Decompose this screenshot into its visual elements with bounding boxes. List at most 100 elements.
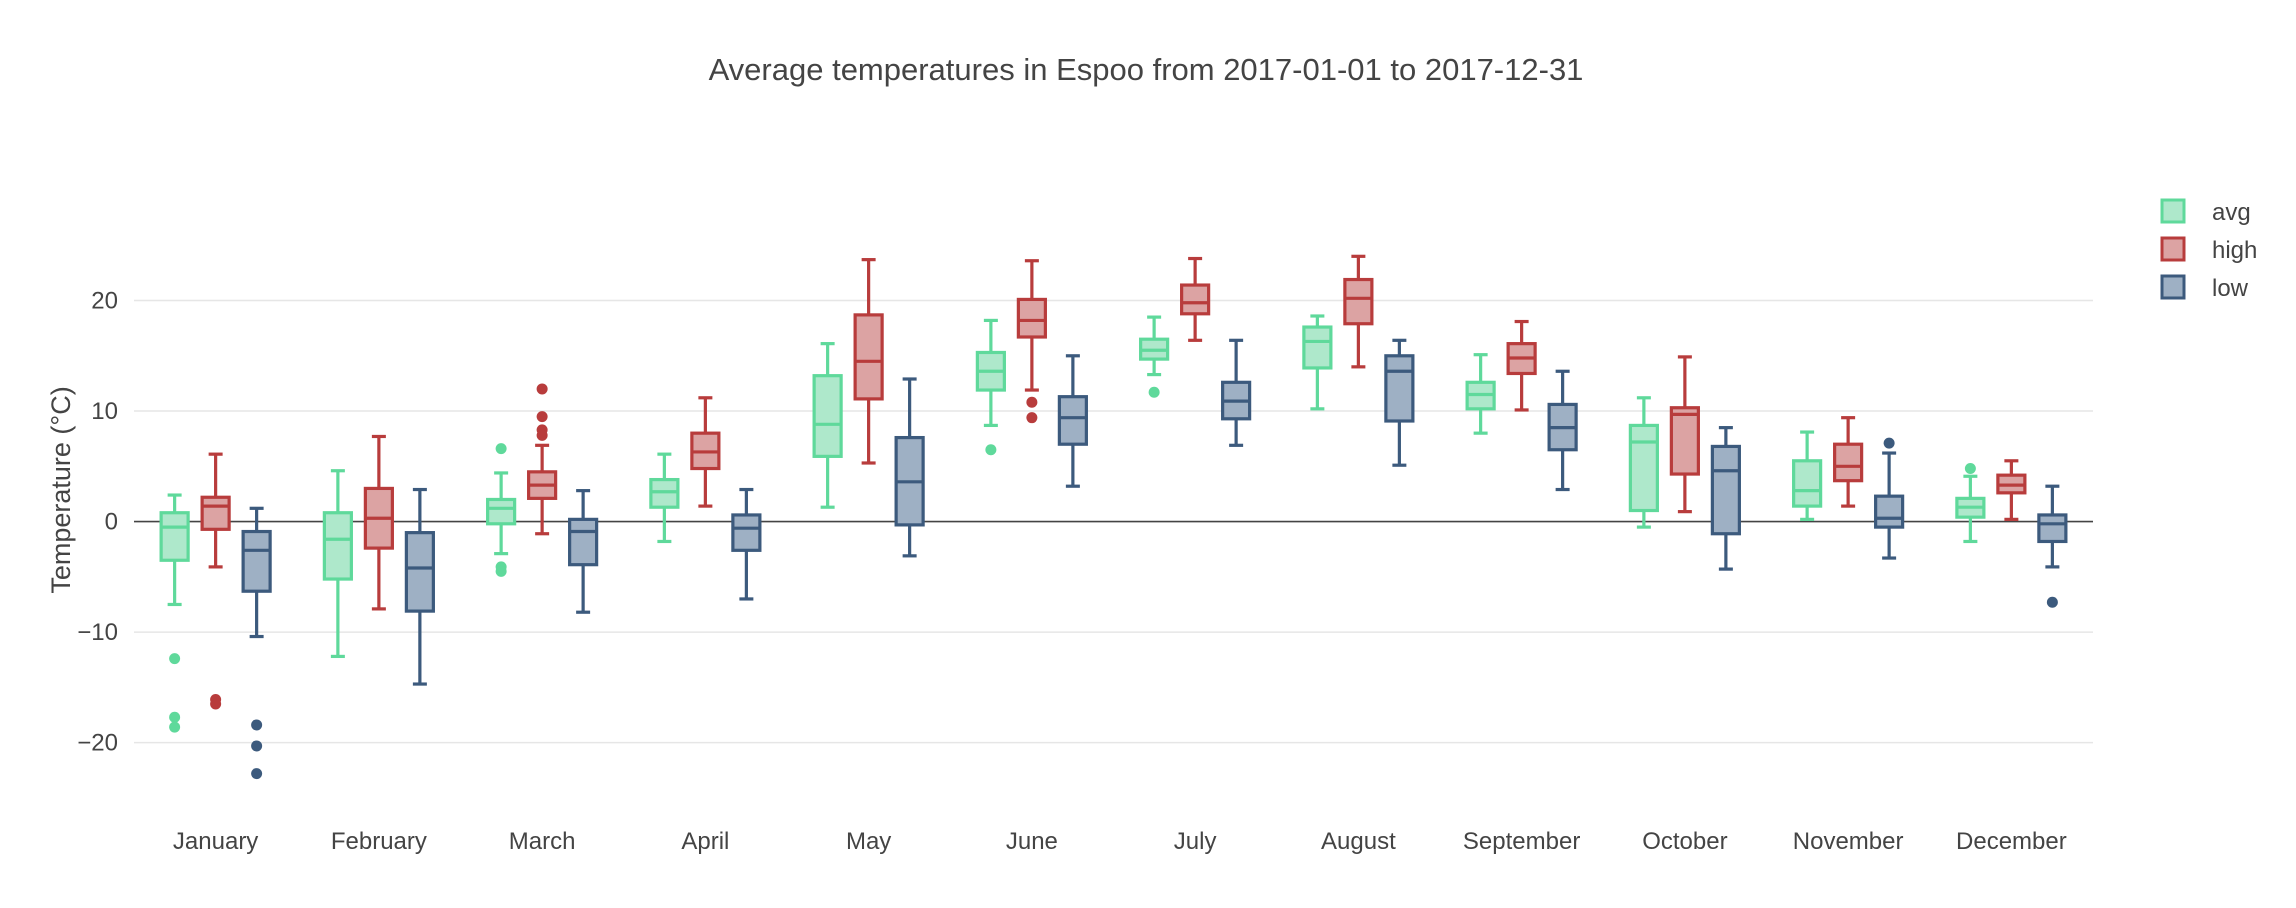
box-avg-september (1465, 353, 1496, 435)
legend: avg high low (2160, 198, 2257, 302)
box-avg-april (649, 452, 680, 544)
box-avg-february (322, 469, 353, 659)
box-low-april (731, 487, 762, 601)
grid-lines (134, 299, 2093, 744)
y-tick-label: −20 (77, 730, 118, 757)
box-low-january (241, 506, 272, 780)
outlier-point (1026, 396, 1038, 408)
outlier-point (495, 565, 507, 577)
box-iqr (1302, 325, 1333, 370)
box-avg-may (812, 342, 843, 509)
outlier-point (495, 443, 507, 455)
box-high-september (1506, 319, 1537, 412)
box-low-december (2037, 484, 2068, 608)
y-tick-label: 20 (91, 288, 118, 315)
outlier-point (210, 698, 222, 710)
box-high-april (690, 396, 721, 508)
box-iqr (1669, 406, 1700, 476)
box-high-march (527, 383, 558, 536)
x-tick-label: May (846, 828, 891, 855)
box-iqr (1016, 297, 1047, 339)
box-iqr (1384, 354, 1415, 423)
box-iqr (1057, 395, 1088, 446)
outlier-point (169, 711, 181, 723)
box-high-november (1833, 416, 1864, 508)
box-iqr (2037, 513, 2068, 544)
box-groups (159, 254, 2068, 780)
box-avg-june (975, 318, 1006, 456)
box-avg-october (1628, 396, 1659, 529)
legend-label: low (2212, 275, 2249, 302)
box-high-august (1343, 254, 1374, 369)
box-high-may (853, 258, 884, 465)
box-iqr (1180, 283, 1211, 316)
x-tick-label: October (1642, 828, 1727, 855)
x-tick-label: November (1793, 828, 1904, 855)
box-low-september (1547, 369, 1578, 492)
box-iqr (404, 531, 435, 613)
x-tick-label: February (331, 828, 427, 855)
legend-item-high[interactable]: high (2160, 236, 2257, 264)
legend-swatch (2160, 274, 2186, 300)
y-axis-ticks: −20 −10 0 10 20 (77, 288, 118, 757)
y-tick-label: 10 (91, 398, 118, 425)
legend-label: avg (2212, 199, 2251, 226)
x-tick-label: September (1463, 828, 1580, 855)
box-iqr (1343, 277, 1374, 326)
box-high-october (1669, 355, 1700, 514)
box-low-may (894, 377, 925, 558)
x-tick-label: April (681, 828, 729, 855)
legend-item-low[interactable]: low (2160, 274, 2249, 302)
box-low-march (568, 489, 599, 614)
box-iqr (1874, 494, 1905, 529)
box-iqr (241, 529, 272, 593)
outlier-point (1883, 437, 1895, 449)
outlier-point (1964, 463, 1976, 475)
outlier-point (169, 653, 181, 665)
outlier-point (1026, 412, 1038, 424)
x-tick-label: August (1321, 828, 1396, 855)
legend-label: high (2212, 237, 2257, 264)
y-axis-label: Temperature (°C) (46, 386, 76, 593)
y-tick-label: −10 (77, 619, 118, 646)
box-iqr (1792, 459, 1823, 508)
chart-title: Average temperatures in Espoo from 2017-… (709, 52, 1584, 87)
outlier-point (536, 383, 548, 395)
x-tick-label: December (1956, 828, 2067, 855)
box-low-november (1874, 437, 1905, 560)
legend-swatch (2160, 198, 2186, 224)
box-avg-january (159, 493, 190, 733)
box-iqr (1710, 444, 1741, 536)
box-low-june (1057, 354, 1088, 488)
box-iqr (486, 497, 517, 526)
box-avg-march (486, 443, 517, 577)
box-avg-december (1955, 463, 1986, 544)
box-high-june (1016, 259, 1047, 424)
box-low-october (1710, 426, 1741, 571)
box-iqr (1833, 442, 1864, 483)
legend-item-avg[interactable]: avg (2160, 198, 2251, 226)
outlier-point (536, 429, 548, 441)
x-tick-label: July (1174, 828, 1217, 855)
box-avg-november (1792, 430, 1823, 521)
outlier-point (251, 740, 263, 752)
box-low-february (404, 487, 435, 686)
box-iqr (159, 511, 190, 562)
x-tick-label: June (1006, 828, 1058, 855)
outlier-point (251, 768, 263, 780)
box-iqr (200, 495, 231, 531)
x-axis-ticks: January February March April May June July Augu… (173, 828, 2067, 855)
y-tick-label: 0 (105, 509, 118, 536)
box-iqr (322, 511, 353, 581)
box-iqr (853, 313, 884, 401)
x-tick-label: March (509, 828, 576, 855)
box-high-february (363, 434, 394, 611)
box-iqr (568, 517, 599, 567)
box-low-august (1384, 338, 1415, 467)
outlier-point (1148, 386, 1160, 398)
outlier-point (251, 719, 263, 731)
box-high-december (1996, 459, 2027, 521)
box-iqr (1628, 423, 1659, 513)
box-high-january (200, 452, 231, 710)
